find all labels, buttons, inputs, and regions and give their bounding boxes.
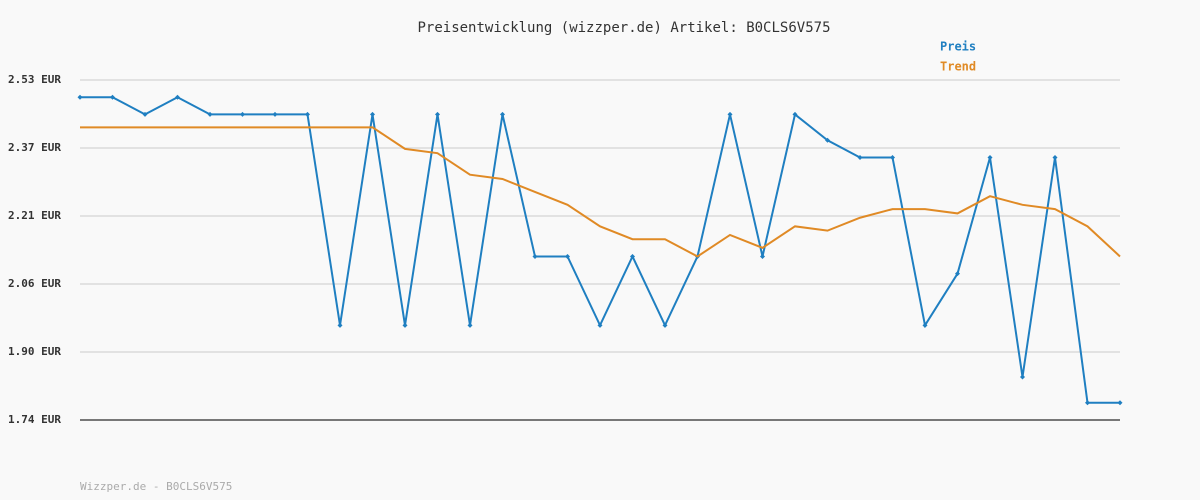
marker [955,271,960,277]
marker [175,94,180,100]
marker [370,111,375,117]
footer: Wizzper.de - B0CLS6V575 [80,480,232,493]
marker [110,94,115,100]
marker [1052,154,1058,160]
marker [467,322,473,328]
marker [565,253,570,259]
series-line [80,126,1121,258]
marker [1085,400,1090,406]
series-line [80,96,1120,404]
y-tick-label: 2.21 EUR [8,209,61,222]
marker [435,111,440,117]
marker [1117,400,1123,406]
marker [727,111,733,117]
marker [662,322,668,328]
marker [240,111,245,117]
y-tick-label: 1.74 EUR [8,413,61,426]
marker [500,111,505,117]
y-tick-label: 1.90 EUR [8,345,61,358]
marker [272,111,278,117]
marker [890,154,895,160]
marker [77,94,83,100]
marker [792,111,798,117]
chart-title: Preisentwicklung (wizzper.de) Artikel: B… [417,20,830,36]
legend-label: Trend [940,60,976,74]
marker [760,253,765,259]
marker [532,253,538,259]
marker [597,322,603,328]
marker [337,322,343,328]
y-tick-label: 2.06 EUR [8,277,61,290]
marker [402,322,408,328]
marker [630,253,635,259]
marker [142,111,148,117]
legend-label: Preis [940,40,976,54]
marker [857,154,863,160]
marker [922,322,928,328]
marker [987,154,993,160]
marker [207,111,213,117]
marker [1020,374,1025,380]
marker [825,137,830,143]
marker [305,111,310,117]
y-tick-label: 2.37 EUR [8,141,61,154]
y-tick-label: 2.53 EUR [8,73,61,86]
